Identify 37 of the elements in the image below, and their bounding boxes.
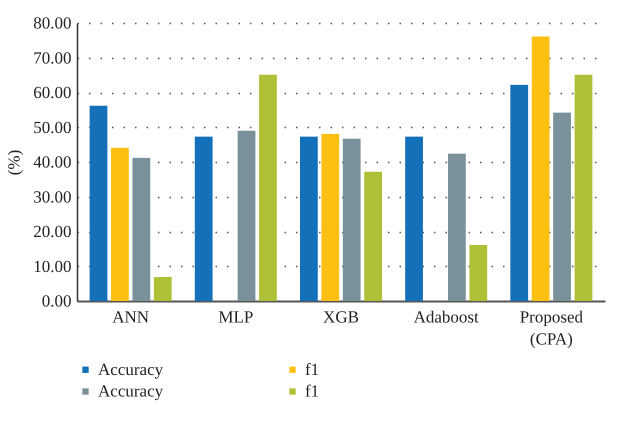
legend-label: f1 (305, 360, 320, 379)
bar (194, 136, 213, 301)
bar (342, 138, 361, 301)
bar (300, 136, 318, 301)
y-tick-label: 30.00 (33, 187, 72, 206)
bar (448, 154, 466, 301)
y-tick-label: 60.00 (33, 83, 72, 102)
bar (574, 74, 592, 301)
bar (532, 36, 550, 301)
y-tick-label: 70.00 (33, 48, 72, 68)
x-tick-label: ANN (112, 308, 150, 326)
bar (259, 74, 277, 301)
y-tick-label: 40.00 (33, 152, 72, 172)
bar (553, 112, 571, 301)
y-tick-label: 20.00 (33, 222, 72, 241)
y-tick-label: 0.00 (42, 292, 72, 310)
y-tick-label: 10.00 (33, 256, 72, 276)
x-tick-label: Proposed (CPA) (520, 308, 584, 348)
bar (154, 277, 172, 301)
bar (321, 134, 340, 301)
y-axis-title: (%) (4, 150, 24, 176)
bar (405, 136, 423, 301)
legend-label: Accuracy (98, 360, 164, 379)
x-tick-label: XGB (323, 308, 359, 326)
bar (90, 106, 108, 301)
bar (238, 130, 256, 301)
legend-label: Accuracy (98, 382, 164, 400)
x-tick-label: Adaboost (414, 308, 480, 326)
bar (132, 158, 150, 301)
bar (111, 148, 129, 301)
y-tick-label: 50.00 (33, 118, 72, 137)
bar (364, 172, 382, 301)
y-tick-label: 80.00 (33, 14, 72, 32)
bar (510, 84, 528, 301)
legend-label: f1 (305, 382, 320, 400)
bar (469, 245, 488, 301)
x-tick-label: MLP (218, 308, 254, 326)
